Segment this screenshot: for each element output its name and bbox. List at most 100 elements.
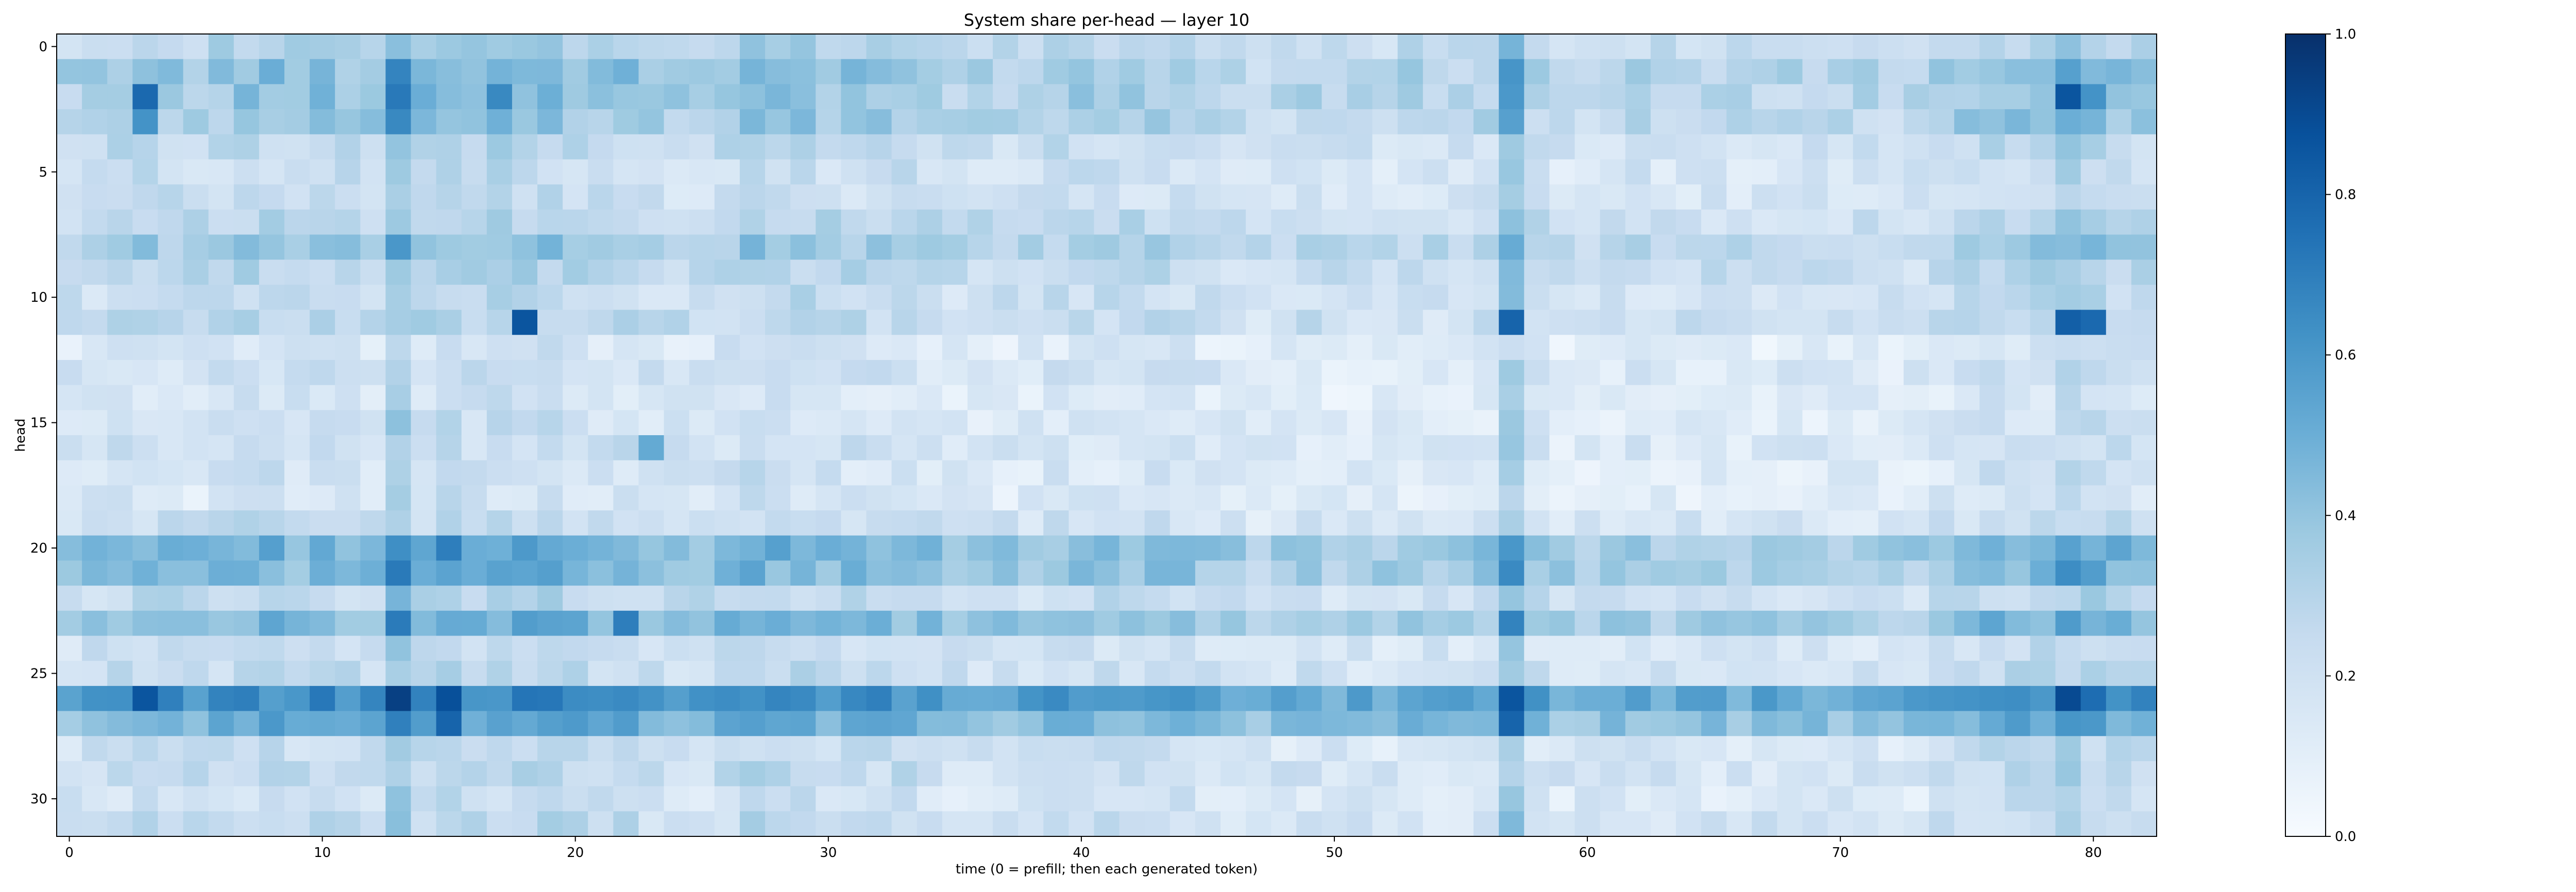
heatmap-cell: [1752, 711, 1777, 736]
heatmap-cell: [1701, 59, 1727, 84]
heatmap-cell: [841, 209, 867, 235]
heatmap-cell: [1473, 685, 1499, 712]
heatmap-cell: [1954, 109, 1980, 135]
heatmap-cell: [233, 234, 260, 260]
heatmap-cell: [158, 586, 184, 611]
heatmap-cell: [638, 636, 665, 661]
heatmap-cell: [360, 385, 386, 410]
heatmap-cell: [765, 84, 791, 110]
heatmap-cell: [1422, 661, 1449, 687]
heatmap-cell: [1903, 786, 1929, 812]
heatmap-cell: [638, 184, 665, 210]
heatmap-cell: [1752, 460, 1777, 486]
heatmap-cell: [436, 260, 462, 285]
heatmap-cell: [1069, 260, 1095, 285]
heatmap-cell: [2055, 359, 2081, 386]
heatmap-cell: [1802, 711, 1828, 736]
heatmap-cell: [714, 234, 740, 260]
heatmap-cell: [1625, 811, 1651, 837]
heatmap-cell: [967, 535, 993, 561]
heatmap-cell: [1954, 310, 1980, 335]
heatmap-cell: [1246, 184, 1272, 210]
heatmap-cell: [1321, 284, 1348, 311]
heatmap-cell: [841, 385, 867, 410]
heatmap-cell: [739, 284, 766, 311]
heatmap-cell: [1296, 786, 1323, 812]
heatmap-cell: [537, 610, 563, 637]
heatmap-cell: [917, 84, 943, 110]
heatmap-cell: [1903, 284, 1929, 311]
heatmap-cell: [1144, 586, 1171, 611]
heatmap-cell: [993, 761, 1019, 787]
heatmap-cell: [1321, 159, 1348, 185]
heatmap-cell: [1448, 335, 1474, 361]
heatmap-cell: [1979, 109, 2005, 135]
heatmap-cell: [563, 159, 588, 185]
heatmap-cell: [259, 59, 285, 84]
heatmap-cell: [1878, 435, 1904, 461]
heatmap-cell: [1296, 460, 1323, 486]
heatmap-cell: [2030, 685, 2056, 712]
heatmap-cell: [1220, 736, 1246, 762]
heatmap-cell: [385, 385, 412, 410]
heatmap-cell: [765, 535, 791, 561]
heatmap-cell: [1524, 761, 1550, 787]
heatmap-cell: [360, 260, 386, 285]
heatmap-cell: [208, 410, 234, 436]
heatmap-cell: [461, 109, 487, 135]
heatmap-cell: [891, 636, 918, 661]
heatmap-cell: [57, 711, 82, 736]
heatmap-cell: [1069, 636, 1095, 661]
heatmap-cell: [1954, 761, 1980, 787]
heatmap-cell: [461, 234, 487, 260]
heatmap-cell: [1549, 209, 1575, 235]
heatmap-cell: [1473, 284, 1499, 311]
heatmap-cell: [411, 410, 437, 436]
heatmap-cell: [486, 234, 513, 260]
heatmap-cell: [1878, 209, 1904, 235]
heatmap-cell: [233, 685, 260, 712]
heatmap-cell: [563, 184, 588, 210]
heatmap-cell: [714, 184, 740, 210]
heatmap-cell: [82, 34, 108, 60]
colorbar-tick-label: 0.6: [2335, 348, 2356, 363]
heatmap-cell: [1802, 59, 1828, 84]
heatmap-cell: [1220, 84, 1246, 110]
heatmap-cell: [588, 586, 614, 611]
heatmap-cell: [664, 310, 690, 335]
heatmap-cell: [1726, 410, 1752, 436]
heatmap-cell: [1069, 134, 1095, 160]
heatmap-cell: [436, 59, 462, 84]
heatmap-cell: [411, 359, 437, 386]
heatmap-cell: [1246, 711, 1272, 736]
heatmap-cell: [436, 560, 462, 586]
heatmap-cell: [310, 134, 335, 160]
heatmap-cell: [1701, 310, 1727, 335]
heatmap-cell: [917, 34, 943, 60]
heatmap-cell: [638, 485, 665, 511]
heatmap-cell: [2055, 209, 2081, 235]
heatmap-cell: [1347, 184, 1373, 210]
heatmap-cell: [1878, 359, 1904, 386]
heatmap-cell: [1170, 610, 1196, 637]
heatmap-cell: [993, 159, 1019, 185]
heatmap-cell: [1853, 184, 1879, 210]
heatmap-cell: [512, 284, 538, 311]
heatmap-cell: [993, 359, 1019, 386]
heatmap-cell: [664, 786, 690, 812]
heatmap-cell: [664, 711, 690, 736]
heatmap-cell: [1170, 335, 1196, 361]
heatmap-cell: [563, 84, 588, 110]
heatmap-cell: [1220, 510, 1246, 536]
heatmap-cell: [461, 685, 487, 712]
heatmap-cell: [385, 736, 412, 762]
heatmap-cell: [259, 510, 285, 536]
heatmap-cell: [1499, 410, 1524, 436]
heatmap-cell: [563, 711, 588, 736]
heatmap-cell: [2055, 610, 2081, 637]
heatmap-cell: [841, 736, 867, 762]
heatmap-cell: [1094, 761, 1120, 787]
heatmap-cell: [1144, 460, 1171, 486]
heatmap-cell: [1069, 560, 1095, 586]
heatmap-cell: [2055, 711, 2081, 736]
